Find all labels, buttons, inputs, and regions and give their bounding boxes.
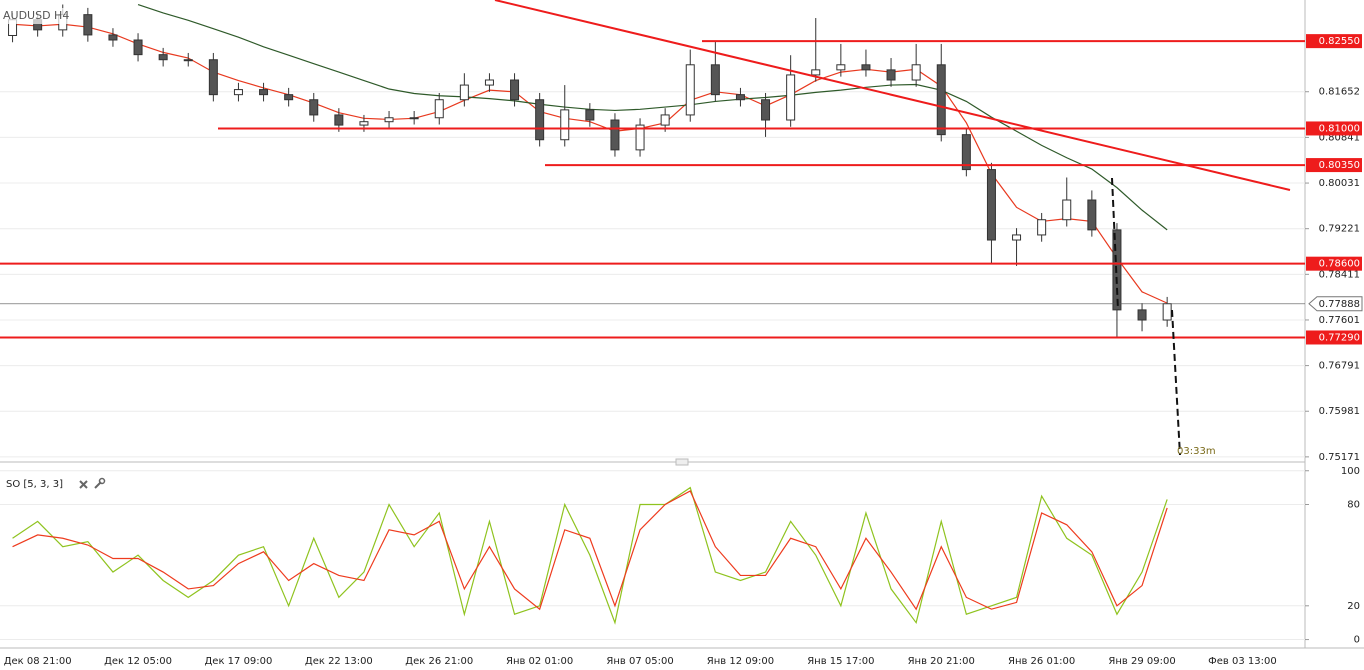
y-tick-label: 80	[1347, 500, 1360, 511]
x-tick-label: Янв 20 21:00	[908, 656, 975, 667]
candle-body	[660, 114, 670, 126]
candle-body	[986, 169, 996, 241]
candle-body	[1087, 199, 1097, 231]
series-line	[12, 486, 1168, 625]
candle-body	[359, 121, 369, 126]
level-label: 0.77290	[1319, 332, 1360, 343]
x-tick-label: Янв 12 09:00	[707, 656, 774, 667]
x-tick-label: Янв 29 09:00	[1108, 656, 1175, 667]
candle-body	[158, 54, 168, 61]
last-price-box	[1308, 296, 1363, 312]
candle-body	[384, 117, 394, 123]
level-label-bg	[1306, 330, 1362, 345]
candle-body	[1062, 199, 1072, 221]
candle-body	[309, 99, 319, 116]
candle-body	[459, 84, 469, 101]
candle-body	[836, 64, 846, 71]
level-label-bg	[1306, 121, 1362, 136]
candle-body	[886, 69, 896, 81]
x-tick-label: Янв 15 17:00	[807, 656, 874, 667]
candle-body	[208, 59, 218, 96]
x-tick-label: Янв 02 01:00	[506, 656, 573, 667]
candle-body	[1012, 234, 1022, 241]
y-tick-label: 20	[1347, 601, 1360, 612]
candle-body	[535, 99, 545, 141]
pane-handle[interactable]	[675, 458, 689, 466]
candle-body	[1037, 219, 1047, 236]
candle-body	[334, 114, 344, 126]
candle-body	[936, 64, 946, 136]
chart-title: AUDUSD H4	[3, 9, 69, 22]
candle-body	[484, 79, 494, 86]
x-tick-label: Янв 26 01:00	[1008, 656, 1075, 667]
candle-body	[83, 14, 93, 36]
x-tick-label: Дек 22 13:00	[305, 656, 373, 667]
candle-body	[1137, 309, 1147, 321]
y-tick-label: 0.81652	[1319, 87, 1360, 98]
y-tick-label: 0.80031	[1319, 178, 1360, 189]
candle-body	[409, 117, 419, 120]
candle-body	[133, 39, 143, 56]
candle-body	[510, 79, 520, 101]
candle-body	[560, 109, 570, 141]
plot	[0, 3, 1309, 641]
y-tick-label: 0.80841	[1319, 132, 1360, 143]
y-tick-label: 0.75981	[1319, 406, 1360, 417]
candle-body	[610, 119, 620, 151]
candle-body	[961, 134, 971, 171]
candle-body	[710, 64, 720, 96]
candle-body	[685, 64, 695, 116]
forecast-line	[1171, 309, 1181, 456]
y-tick-label: 0.79221	[1319, 224, 1360, 235]
x-tick-label: Фев 03 13:00	[1208, 656, 1277, 667]
level-label: 0.82550	[1319, 36, 1360, 47]
level-label: 0.81000	[1319, 123, 1360, 134]
timer-label: 03:33m	[1177, 446, 1216, 457]
candle-body	[585, 109, 595, 121]
settings-icon[interactable]	[94, 477, 106, 489]
series-line	[12, 23, 1168, 304]
level-label-bg	[1306, 34, 1362, 49]
candle-body	[761, 99, 771, 121]
y-tick-label: 0.76791	[1319, 361, 1360, 372]
level-label-bg	[1306, 158, 1362, 173]
title-bg	[0, 8, 74, 24]
forecast-line	[1111, 177, 1119, 311]
candle-body	[786, 74, 796, 121]
trend-line	[494, 0, 1291, 191]
candle-body	[233, 89, 243, 96]
x-tick-label: Янв 07 05:00	[606, 656, 673, 667]
close-icon[interactable]	[79, 480, 88, 489]
x-tick-label: Дек 08 21:00	[4, 656, 72, 667]
series-line	[12, 490, 1168, 611]
candle-body	[811, 69, 821, 76]
candle-body	[635, 124, 645, 151]
candle-body	[861, 64, 871, 71]
x-tick-label: Дек 26 21:00	[405, 656, 473, 667]
level-label-bg	[1306, 256, 1362, 271]
y-tick-label: 0.78411	[1319, 269, 1360, 280]
y-tick-label: 0.77601	[1319, 315, 1360, 326]
candle-body	[434, 99, 444, 119]
candle-body	[183, 59, 193, 62]
y-tick-label: 0.75171	[1319, 452, 1360, 463]
level-label: 0.80350	[1319, 160, 1360, 171]
candle-body	[911, 64, 921, 81]
candle-body	[1162, 303, 1172, 321]
y-tick-label: 100	[1341, 466, 1360, 477]
y-tick-label: 0	[1354, 635, 1360, 646]
x-tick-label: Дек 12 05:00	[104, 656, 172, 667]
candle-body	[108, 34, 118, 41]
candle-body	[284, 94, 294, 101]
candle-body	[735, 94, 745, 101]
last-price-label: 0.77888	[1319, 299, 1360, 310]
level-label: 0.78600	[1319, 259, 1360, 270]
indicator-title: SO [5, 3, 3]	[6, 479, 63, 490]
candle-body	[259, 89, 269, 96]
x-tick-label: Дек 17 09:00	[204, 656, 272, 667]
